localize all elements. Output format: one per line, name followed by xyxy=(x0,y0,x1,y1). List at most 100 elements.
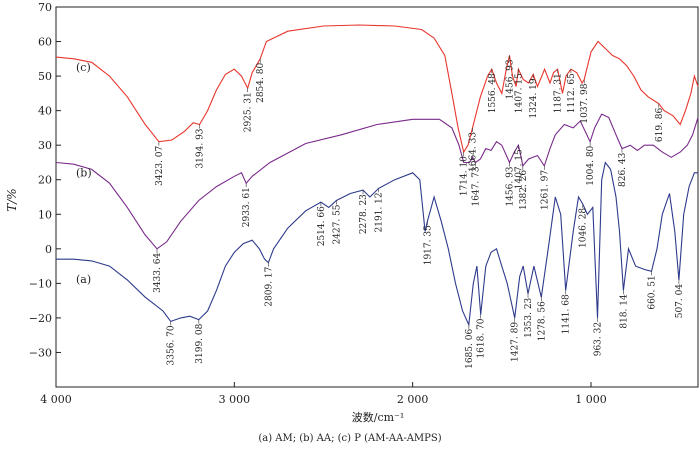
peak-label: 2809. 17 xyxy=(264,262,274,307)
peak-label-text: 3356. 70 xyxy=(167,325,177,365)
peak-label: 826. 43 xyxy=(618,148,628,187)
peak-label: 2925. 31 xyxy=(244,88,254,132)
y-tick-label: −20 xyxy=(29,312,52,325)
peak-label: 2514. 66 xyxy=(317,202,327,246)
peak-label: 1261. 97 xyxy=(540,165,550,210)
series-line-c xyxy=(55,24,699,154)
y-tick-label: 70 xyxy=(38,1,52,14)
peak-label: 1112. 65 xyxy=(567,69,577,113)
peak-label-text: 1141. 68 xyxy=(562,294,572,334)
y-tick-label: 50 xyxy=(38,70,52,83)
peak-label: 1556. 48 xyxy=(488,69,498,113)
peak-label: 1382. 26 xyxy=(519,165,529,210)
peak-label-text: 619. 86 xyxy=(655,107,665,142)
y-tick-label: 10 xyxy=(38,208,52,221)
peak-label-text: 1004. 80 xyxy=(586,145,596,185)
peak-label-text: 1037. 98 xyxy=(580,83,590,123)
peak-label-text: 2278. 23 xyxy=(359,194,369,234)
peak-label: 2854. 80 xyxy=(256,58,266,103)
peak-label-text: 1261. 97 xyxy=(540,170,550,210)
peak-label-text: 2854. 80 xyxy=(256,63,266,103)
peak-label: 1324. 19 xyxy=(529,74,539,118)
x-tick-label: 1 000 xyxy=(575,393,607,406)
peak-label: 1278. 56 xyxy=(537,297,547,341)
peak-label-text: 1618. 70 xyxy=(477,318,487,358)
series-name-label: (a) xyxy=(76,273,91,286)
series-name-label: (b) xyxy=(76,166,92,179)
peak-label-text: 1647. 73 xyxy=(471,166,481,206)
peak-label: 1037. 98 xyxy=(580,79,590,124)
peak-label: 507. 04 xyxy=(675,279,685,318)
y-tick-label: 0 xyxy=(45,243,52,256)
x-axis-label: 波数/cm⁻¹ xyxy=(352,411,405,424)
peak-label-text: 1046. 28 xyxy=(579,208,589,248)
peak-label: 2191. 12 xyxy=(375,188,385,232)
peak-label-text: 1353. 23 xyxy=(524,297,534,337)
peak-label-text: 3199. 08 xyxy=(195,323,205,363)
y-axis-label: T/% xyxy=(5,188,19,211)
peak-label: 1714. 10 xyxy=(460,152,470,196)
peak-label-text: 2514. 66 xyxy=(317,206,327,246)
peak-label: 1664. 33 xyxy=(469,127,479,172)
y-tick-label: 30 xyxy=(38,139,52,152)
x-axis: 4 000 3 000 2 000 1 000 xyxy=(40,382,607,406)
peak-label: 1141. 68 xyxy=(562,290,572,334)
peak-label: 1187. 31 xyxy=(554,69,564,113)
y-tick-label: 40 xyxy=(38,105,52,118)
peak-label: 3423. 07 xyxy=(155,141,165,186)
peak-label: 1647. 73 xyxy=(471,162,481,207)
peak-label-text: 1456. 93 xyxy=(506,166,516,206)
peak-label: 619. 86 xyxy=(655,103,665,142)
peak-label-text: 2191. 12 xyxy=(375,192,385,232)
peak-label-text: 1685. 06 xyxy=(465,329,475,369)
x-tick-label: 3 000 xyxy=(219,393,251,406)
peak-label: 1618. 70 xyxy=(477,314,487,359)
peak-label-text: 660. 51 xyxy=(648,275,658,309)
peak-label: 1353. 23 xyxy=(524,293,534,338)
y-tick-label: 20 xyxy=(38,174,52,187)
peak-label-text: 826. 43 xyxy=(618,152,628,187)
peak-label-text: 1324. 19 xyxy=(529,78,539,118)
peak-label: 3199. 08 xyxy=(195,319,205,364)
peak-label: 1456. 93 xyxy=(506,162,516,207)
peak-label-text: 2925. 31 xyxy=(244,92,254,132)
peak-label-text: 1278. 56 xyxy=(537,301,547,341)
peak-label-text: 3194. 93 xyxy=(196,128,206,168)
peak-label-text: 1917. 35 xyxy=(423,225,433,265)
series-layer: (c) (b) (a) xyxy=(55,24,699,327)
y-tick-label: −10 xyxy=(29,277,52,290)
x-tick-label: 2 000 xyxy=(397,393,429,406)
peak-label: 2427. 55 xyxy=(332,200,342,245)
peak-label: 963. 32 xyxy=(594,317,604,356)
peak-label: 1427. 89 xyxy=(511,317,521,362)
peak-label: 1917. 35 xyxy=(423,221,433,265)
peak-label: 1004. 80 xyxy=(586,141,596,186)
y-tick-label: 60 xyxy=(38,36,52,49)
peak-label-text: 3423. 07 xyxy=(155,145,165,185)
peak-label-text: 2809. 17 xyxy=(264,266,274,306)
peak-label: 1407. 15 xyxy=(514,145,524,189)
peak-label-text: 963. 32 xyxy=(594,322,604,356)
peak-label-text: 2427. 55 xyxy=(332,204,342,244)
series-line-a xyxy=(56,161,698,327)
peak-label: 3194. 93 xyxy=(196,124,206,169)
y-tick-label: −30 xyxy=(29,346,52,359)
plot-frame xyxy=(55,6,699,388)
peak-label: 3356. 70 xyxy=(167,321,177,365)
figure-caption: (a) AM; (b) AA; (c) P (AM-AA-AMPS) xyxy=(258,433,441,444)
series-name-label: (c) xyxy=(76,61,91,74)
peak-label-text: 1407. 15 xyxy=(514,149,524,189)
peak-label-text: 1714. 10 xyxy=(460,156,470,196)
peak-label-text: 1427. 89 xyxy=(511,322,521,362)
peak-label-text: 1456. 93 xyxy=(506,59,516,99)
peak-label: 1456. 93 xyxy=(506,55,516,99)
peak-label-text: 3433. 64 xyxy=(153,253,163,293)
peak-label-text: 1664. 33 xyxy=(469,132,479,172)
peak-label-text: 1556. 48 xyxy=(488,73,498,113)
peak-label-text: 1382. 26 xyxy=(519,170,529,210)
peak-label: 3433. 64 xyxy=(153,248,163,293)
x-tick-label: 4 000 xyxy=(40,393,72,406)
peak-label: 1046. 28 xyxy=(579,203,589,248)
